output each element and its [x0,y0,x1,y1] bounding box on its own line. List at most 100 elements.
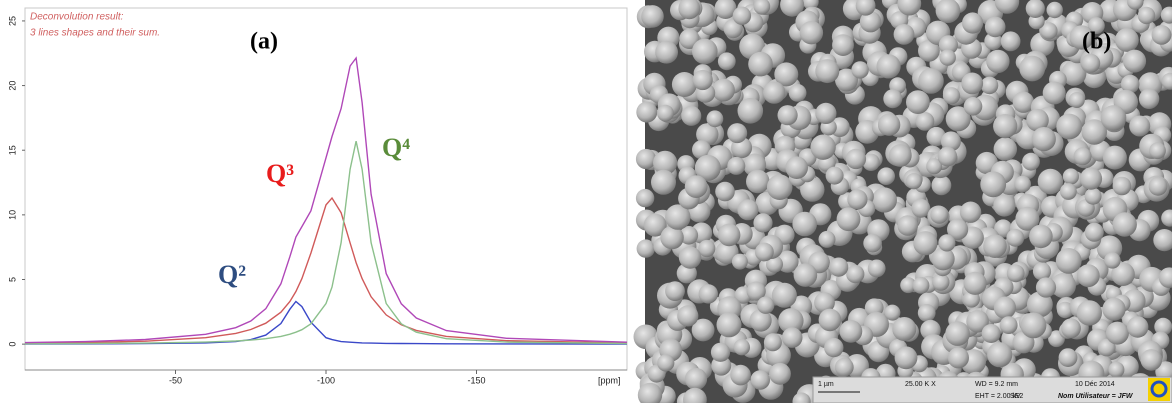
particle [930,205,949,224]
y-tick-label: 10 [7,210,17,220]
particle [815,102,837,124]
series-line [24,196,628,344]
particle [1055,248,1082,274]
particle [839,320,863,343]
particle [1068,92,1085,108]
particle [834,357,854,377]
particle [1161,209,1172,227]
particle [947,218,969,240]
particle [1105,321,1129,345]
particle [771,282,797,308]
particle [715,181,735,202]
x-tick-label: -50 [169,375,182,385]
particle [665,281,685,301]
particle [706,110,724,128]
particle [846,265,865,284]
particle [732,6,752,25]
info-text: SE2 [1010,393,1023,400]
particle [766,174,793,200]
particle [712,78,735,102]
particle [993,114,1018,139]
particle [692,69,713,91]
annotation: Deconvolution result: [30,12,124,23]
particle [1084,222,1104,242]
particle [684,367,708,391]
particle [1073,147,1092,166]
particle [750,370,770,390]
particle [963,271,987,295]
particle [945,321,970,346]
particle [917,304,936,322]
particle [1015,206,1040,231]
particle [1014,175,1031,193]
particle [1087,17,1105,35]
particle [753,0,771,15]
particle [906,90,930,114]
particle [884,304,901,321]
particle [993,137,1017,161]
particle [981,324,1001,343]
particle [1058,348,1078,367]
particle [731,253,748,270]
particle [1076,300,1103,326]
panel-label: (b) [1082,29,1111,55]
particle [637,382,663,403]
particle [962,12,984,34]
particle [931,247,955,271]
particle [892,317,917,341]
particle [966,310,989,333]
particle [1060,183,1077,200]
particle [698,239,716,258]
particle [818,230,836,248]
particle [1108,361,1125,378]
particle [915,112,935,131]
info-text: EHT = 2.00 kV [975,393,1021,400]
particle [863,233,882,253]
particle [938,234,956,252]
particle [859,11,882,33]
panel-label: (a) [250,29,278,55]
particle [855,0,876,16]
particle [984,16,1006,38]
particle [657,354,675,372]
particle [792,392,811,403]
particle [714,0,737,19]
particle [999,316,1018,334]
particle [876,54,901,79]
info-text: 10 Déc 2014 [1075,381,1115,388]
particle [932,273,950,291]
particle [679,226,699,245]
particle [769,362,791,385]
plot: -50 -100 -150 0 5 10 15 20 25 Q² Q³ Q⁴ [7,16,628,385]
particle [763,333,782,352]
particle [1031,127,1056,152]
particle [912,277,930,294]
particle [730,364,751,386]
particle [655,40,678,64]
particle [818,308,842,332]
particle [643,213,667,237]
particle [1050,272,1076,299]
particle [900,277,917,294]
particle [883,89,903,109]
particle [931,175,952,196]
particle [1006,228,1025,247]
x-axis-label: [ppm] [598,375,621,385]
particle [635,188,655,208]
particle [980,76,999,95]
particle [696,123,719,146]
particle [799,21,824,45]
particle [1020,312,1047,339]
particle [1151,25,1172,45]
particle [1158,267,1172,288]
particle [845,148,867,170]
particle [671,72,697,97]
particle [748,51,773,77]
y-tick-label: 15 [7,145,17,155]
particle [737,199,759,221]
particle [937,146,958,167]
particle [1123,49,1147,73]
particle [1076,264,1100,288]
series-label: Q⁴ [382,133,410,162]
